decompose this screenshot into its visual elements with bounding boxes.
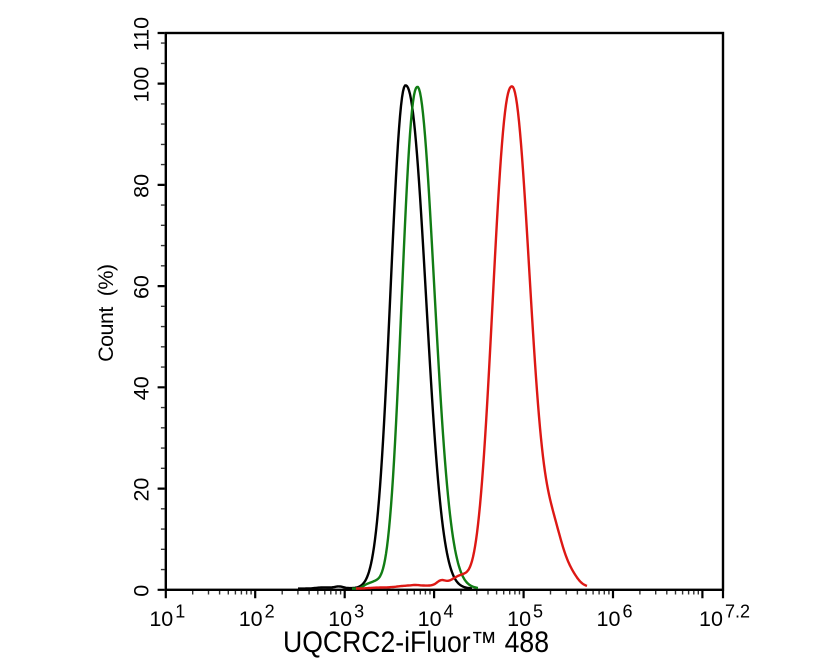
svg-text:Count (%): Count (%) [94, 264, 118, 362]
svg-text:100: 100 [130, 67, 154, 103]
svg-text:0: 0 [130, 585, 154, 597]
svg-text:20: 20 [130, 478, 154, 502]
svg-text:UQCRC2-iFluor™ 488: UQCRC2-iFluor™ 488 [283, 626, 549, 659]
svg-text:80: 80 [130, 174, 154, 198]
svg-text:60: 60 [130, 275, 154, 299]
svg-text:104: 10 4 [418, 602, 454, 632]
svg-text:110: 110 [130, 17, 154, 51]
svg-text:102: 10 2 [239, 602, 275, 632]
svg-text:40: 40 [130, 376, 154, 400]
